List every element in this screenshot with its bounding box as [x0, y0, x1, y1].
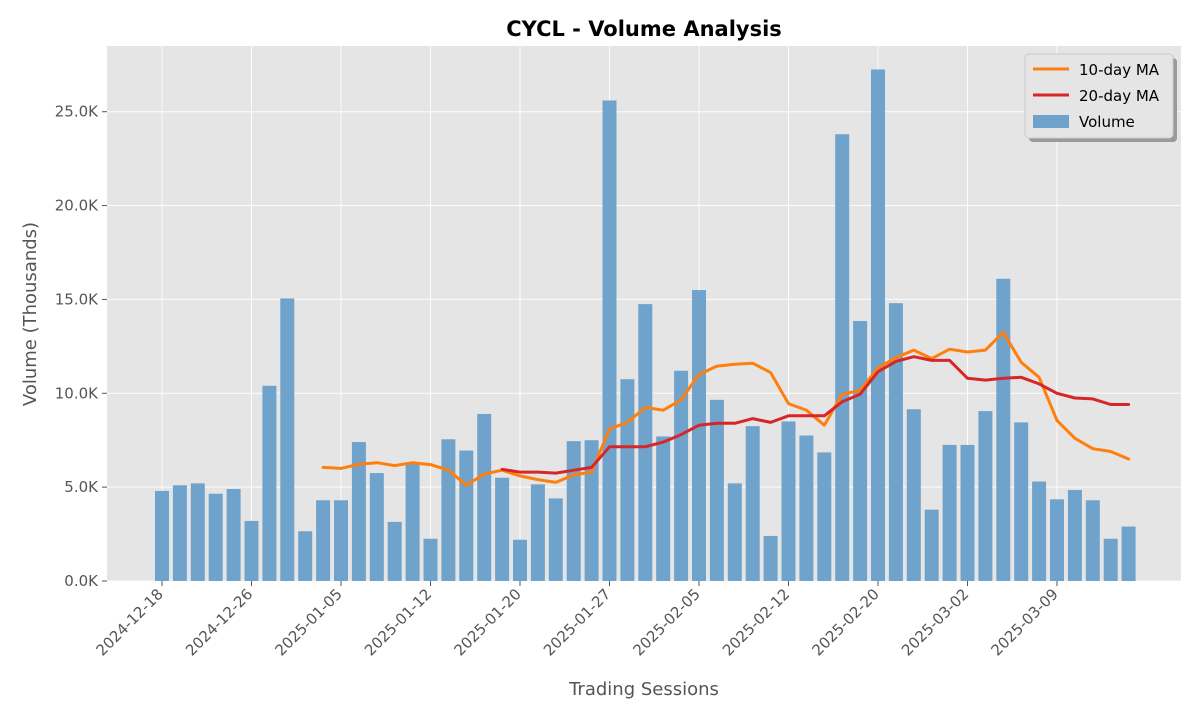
ma10-line — [321, 330, 1131, 487]
volume-bar — [459, 450, 474, 581]
volume-bar — [620, 379, 635, 581]
volume-bar — [1050, 499, 1064, 581]
volume-bar — [906, 409, 921, 581]
volume-bar — [566, 441, 581, 581]
volume-bar — [405, 462, 420, 581]
volume-bar — [835, 134, 850, 581]
moving-average-lines — [321, 330, 1131, 487]
volume-bar — [745, 426, 760, 581]
volume-bar — [978, 411, 993, 581]
volume-bar — [817, 452, 832, 581]
volume-bar — [441, 439, 456, 581]
volume-bar — [155, 490, 169, 581]
volume-bar — [763, 535, 778, 581]
volume-bar — [1067, 489, 1082, 581]
volume-bar — [674, 370, 689, 581]
volume-bar — [799, 435, 814, 581]
volume-bar — [530, 484, 545, 581]
volume-bar — [334, 500, 348, 581]
volume-bar — [727, 483, 742, 581]
x-axis-label: Trading Sessions — [568, 679, 719, 700]
y-tick-label: 5.0K — [64, 478, 99, 496]
volume-bar — [1121, 526, 1136, 581]
volume-bar — [298, 531, 313, 581]
legend-label-volume: Volume — [1079, 113, 1135, 131]
volume-bar — [226, 489, 241, 581]
chart-title: CYCL - Volume Analysis — [506, 17, 782, 41]
volume-bar — [638, 304, 653, 581]
volume-bar — [477, 413, 492, 581]
volume-bar — [656, 436, 671, 581]
volume-bar — [709, 399, 724, 581]
volume-bar — [548, 498, 563, 581]
volume-bar — [584, 440, 599, 581]
y-axis-ticks: 0.0K 5.0K 10.0K 15.0K 20.0K 25.0K — [55, 103, 107, 590]
volume-bar — [888, 303, 903, 581]
volume-bar — [781, 421, 796, 581]
y-tick-label: 20.0K — [55, 197, 99, 215]
volume-bar — [853, 321, 868, 581]
volume-bar — [316, 500, 331, 581]
legend-label-10day-ma: 10-day MA — [1079, 61, 1160, 79]
volume-bar — [942, 444, 957, 581]
volume-bar — [692, 290, 706, 581]
ma20-line — [500, 355, 1131, 475]
volume-bar — [495, 477, 510, 581]
volume-bar — [172, 485, 187, 581]
volume-bar — [369, 473, 384, 581]
y-axis-label: Volume (Thousands) — [20, 222, 41, 406]
y-tick-label: 0.0K — [64, 572, 99, 590]
volume-bar — [924, 509, 939, 581]
y-tick-label: 10.0K — [55, 384, 99, 402]
volume-bar — [1032, 481, 1047, 581]
volume-bar — [262, 385, 277, 581]
volume-bar — [208, 493, 223, 581]
volume-bar — [1103, 538, 1118, 581]
volume-bar — [244, 520, 259, 581]
volume-bar — [280, 298, 295, 581]
legend-swatch-volume — [1033, 115, 1069, 128]
legend-label-20day-ma: 20-day MA — [1079, 87, 1160, 105]
volume-bar — [960, 444, 975, 581]
volume-bar — [602, 100, 617, 581]
y-tick-label: 15.0K — [55, 290, 99, 308]
volume-bar — [1014, 422, 1029, 581]
volume-bar — [387, 521, 402, 581]
y-tick-label: 25.0K — [55, 103, 99, 121]
legend: 10-day MA 20-day MA Volume — [1024, 53, 1177, 142]
volume-bar — [513, 539, 527, 581]
volume-bar — [351, 442, 366, 581]
volume-bar — [190, 483, 205, 581]
volume-bar — [996, 278, 1011, 581]
volume-bar — [871, 69, 885, 582]
volume-bar — [423, 538, 438, 581]
volume-bar — [1085, 500, 1100, 581]
